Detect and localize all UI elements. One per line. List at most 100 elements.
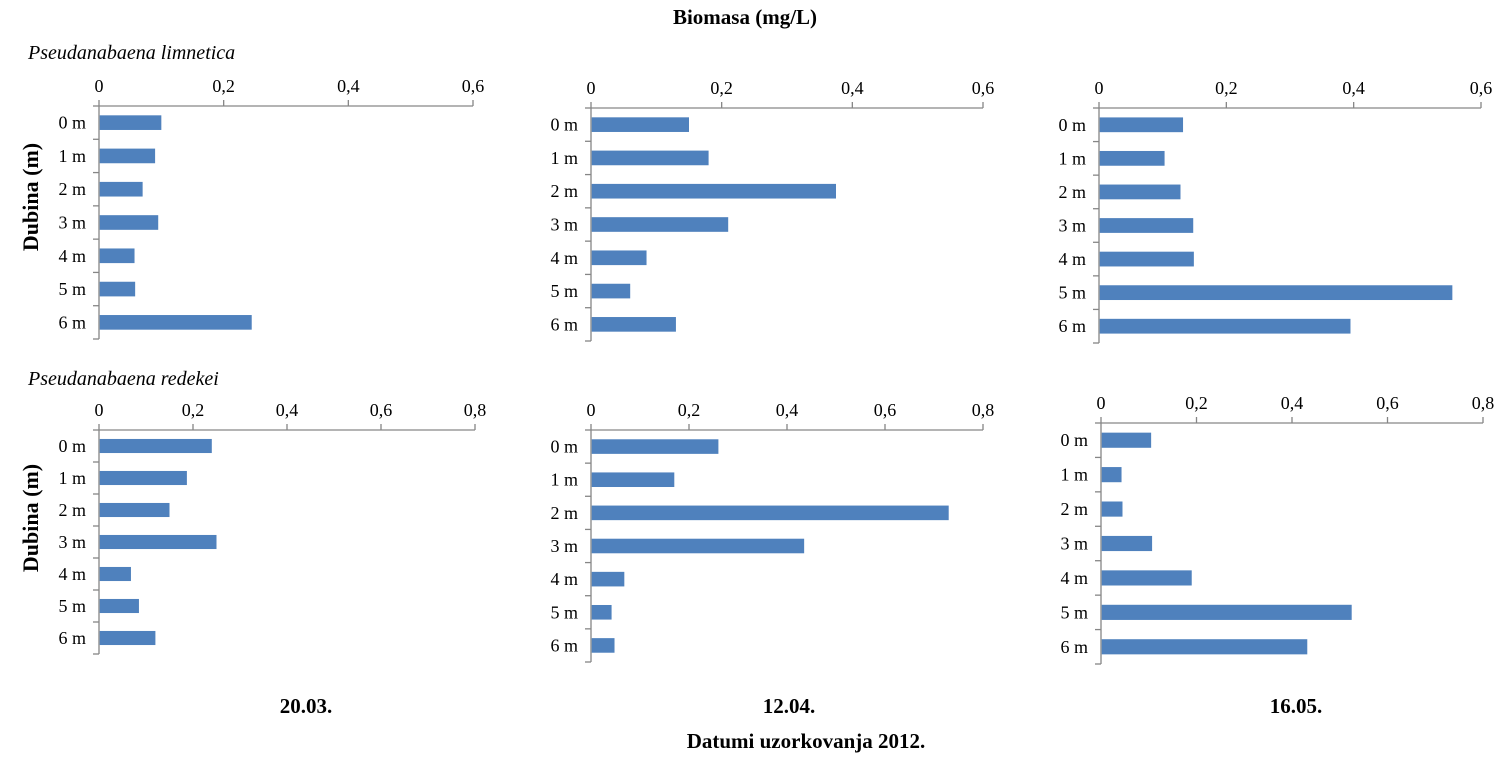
- value-tick-label: 0,6: [370, 400, 393, 420]
- depth-label: 3 m: [1058, 216, 1086, 236]
- depth-label: 3 m: [550, 215, 578, 235]
- depth-label: 0 m: [1060, 430, 1088, 450]
- depth-label: 1 m: [550, 148, 578, 168]
- species-label-row-1: Pseudanabaena limnetica: [27, 42, 235, 64]
- depth-label: 3 m: [58, 213, 86, 233]
- depth-label: 4 m: [550, 248, 578, 268]
- bar: [591, 439, 719, 454]
- bar: [591, 183, 836, 199]
- date-label-2: 12.04.: [763, 694, 816, 718]
- chart-panel-r1-c2: 0 0,2 0,4 0,6 0 m 1 m 2 m 3 m 4 m 5 m 6 m: [550, 78, 994, 342]
- bar: [591, 472, 675, 488]
- depth-label: 4 m: [58, 246, 86, 266]
- bar: [1101, 467, 1122, 483]
- bar: [1099, 285, 1453, 301]
- date-label-1: 20.03.: [280, 694, 333, 718]
- bar: [591, 117, 689, 132]
- value-tick-label: 0,6: [874, 400, 897, 420]
- value-tick-label: 0,2: [678, 400, 701, 420]
- depth-label: 6 m: [1058, 316, 1086, 336]
- depth-label: 5 m: [550, 602, 578, 622]
- depth-label: 0 m: [58, 436, 86, 456]
- bar: [1101, 535, 1153, 552]
- chart-panel-r2-c1: 0 0,2 0,4 0,6 0,8 0 m 1 m 2 m 3 m 4 m 5 m 6 m: [58, 400, 487, 655]
- depth-label: 2 m: [550, 503, 578, 523]
- value-tick-label: 0,4: [1342, 78, 1365, 98]
- bar: [1099, 117, 1184, 133]
- value-tick-label: 0,2: [212, 76, 235, 96]
- chart-panel-r1-c1: 0 0,2 0,4 0,6 0 m 1 m 2 m 3 m 4 m 5 m 6 m: [58, 76, 485, 340]
- value-tick-label: 0,4: [276, 400, 299, 420]
- depth-label: 3 m: [1060, 534, 1088, 554]
- chart-panels: 0 0,2 0,4 0,6 0 m 1 m 2 m 3 m 4 m 5 m 6 m 0 0,2 0,4 0,…: [58, 76, 1494, 665]
- bar: [99, 470, 187, 486]
- value-tick-label: 0: [587, 400, 596, 420]
- bar: [1099, 150, 1165, 166]
- bar: [99, 534, 217, 550]
- depth-label: 0 m: [550, 115, 578, 135]
- bar: [591, 571, 625, 587]
- depth-label: 5 m: [58, 279, 86, 299]
- value-tick-label: 0: [95, 76, 104, 96]
- depth-label: 1 m: [58, 468, 86, 488]
- bar: [1099, 318, 1351, 334]
- value-tick-label: 0,6: [1470, 78, 1493, 98]
- depth-label: 0 m: [550, 437, 578, 457]
- depth-label: 0 m: [1058, 115, 1086, 135]
- depth-label: 1 m: [550, 470, 578, 490]
- bar: [99, 502, 170, 518]
- value-tick-label: 0,8: [972, 400, 995, 420]
- depth-label: 2 m: [550, 181, 578, 201]
- bar: [591, 150, 709, 166]
- bar: [1099, 184, 1181, 200]
- bar: [591, 638, 615, 653]
- depth-label: 3 m: [58, 532, 86, 552]
- bar: [591, 505, 949, 521]
- chart-panel-r2-c3: 0 0,2 0,4 0,6 0,8 0 m 1 m 2 m 3 m 4 m 5 m 6 m: [1060, 393, 1494, 665]
- value-tick-label: 0: [587, 78, 596, 98]
- bar: [1101, 639, 1308, 655]
- bar: [591, 250, 647, 266]
- bar: [99, 248, 135, 264]
- bar: [99, 215, 159, 230]
- depth-label: 5 m: [58, 596, 86, 616]
- value-tick-label: 0,4: [841, 78, 864, 98]
- y-axis-title-row-1: Dubina (m): [18, 143, 43, 251]
- bar: [99, 115, 162, 130]
- value-tick-label: 0,4: [1281, 393, 1304, 413]
- date-label-3: 16.05.: [1270, 694, 1323, 718]
- bottom-title: Datumi uzorkovanja 2012.: [687, 729, 926, 753]
- bar: [99, 281, 136, 297]
- depth-label: 2 m: [58, 179, 86, 199]
- top-title: Biomasa (mg/L): [673, 5, 817, 29]
- depth-label: 1 m: [58, 146, 86, 166]
- depth-label: 6 m: [1060, 637, 1088, 657]
- bar: [1099, 251, 1194, 267]
- value-tick-label: 0,4: [776, 400, 799, 420]
- bar: [99, 315, 252, 330]
- species-label-row-2: Pseudanabaena redekei: [27, 368, 219, 390]
- depth-label: 0 m: [58, 113, 86, 133]
- depth-label: 2 m: [1060, 499, 1088, 519]
- depth-label: 4 m: [58, 564, 86, 584]
- bar: [591, 317, 676, 332]
- bar: [1101, 604, 1352, 620]
- bar: [99, 598, 139, 614]
- value-tick-label: 0,6: [462, 76, 485, 96]
- y-axis-title-row-2: Dubina (m): [18, 464, 43, 572]
- depth-label: 4 m: [1058, 249, 1086, 269]
- depth-label: 6 m: [550, 635, 578, 655]
- value-tick-label: 0,8: [464, 400, 487, 420]
- depth-label: 5 m: [1058, 283, 1086, 303]
- depth-label: 3 m: [550, 536, 578, 556]
- bar: [99, 630, 156, 646]
- chart-panel-r1-c3: 0 0,2 0,4 0,6 0 m 1 m 2 m 3 m 4 m 5 m 6 m: [1058, 78, 1493, 344]
- depth-label: 4 m: [550, 569, 578, 589]
- bar: [591, 283, 631, 299]
- bar: [99, 148, 156, 164]
- depth-label: 5 m: [550, 281, 578, 301]
- value-tick-label: 0,2: [1185, 393, 1208, 413]
- bar: [591, 604, 612, 620]
- bar: [99, 438, 212, 454]
